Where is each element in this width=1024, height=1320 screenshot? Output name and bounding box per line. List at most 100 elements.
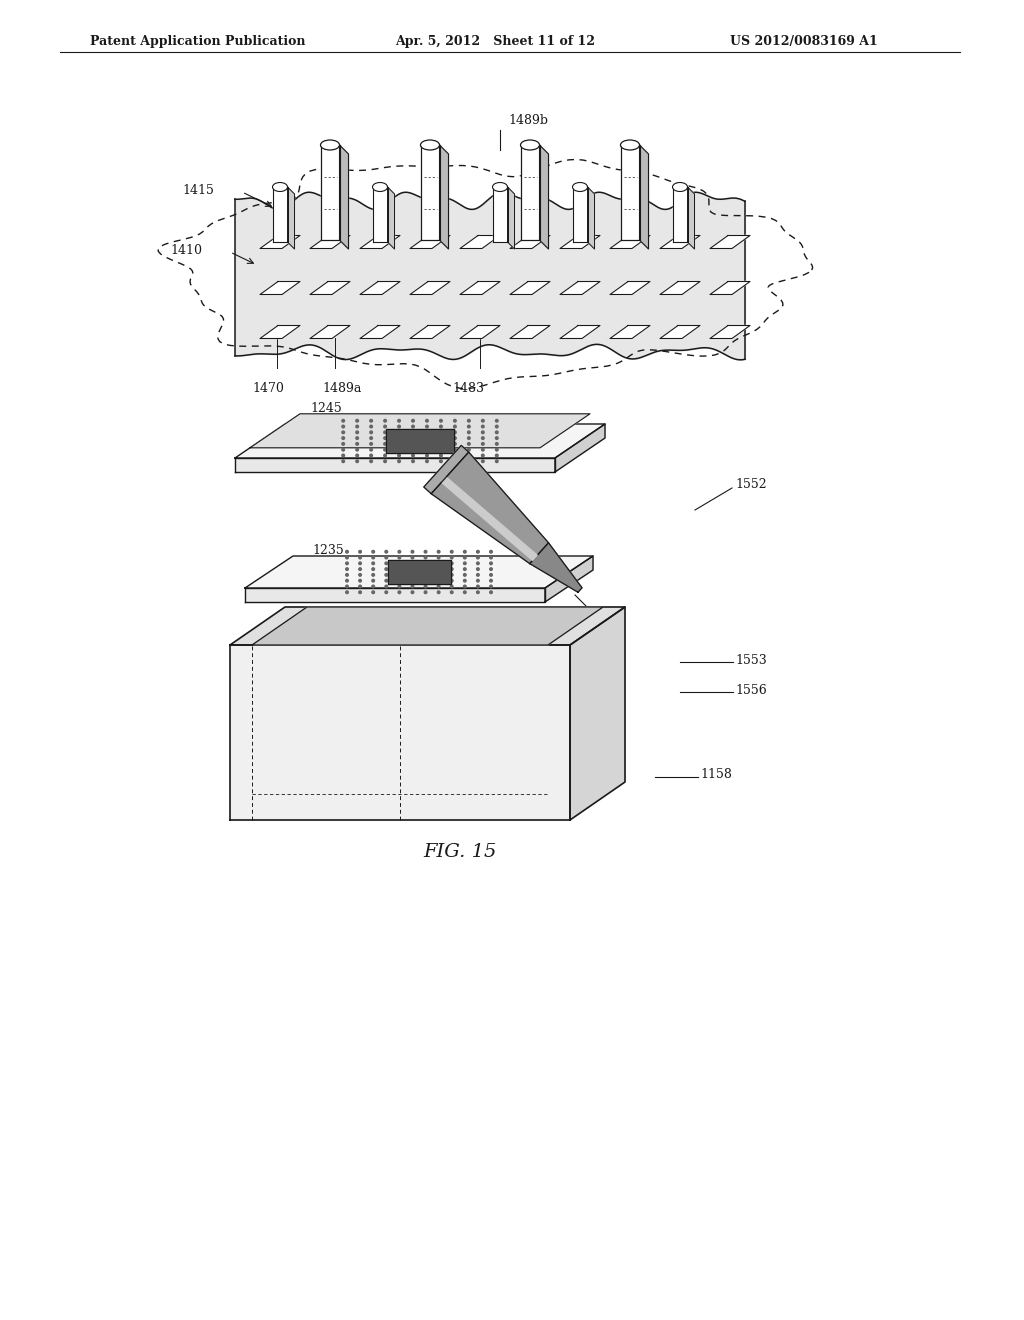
Circle shape [424, 550, 427, 553]
Polygon shape [260, 235, 300, 248]
Circle shape [464, 579, 466, 582]
Circle shape [454, 442, 457, 445]
Circle shape [481, 459, 484, 462]
Polygon shape [460, 281, 500, 294]
Polygon shape [460, 326, 500, 338]
Circle shape [370, 454, 373, 457]
Circle shape [424, 579, 427, 582]
Circle shape [385, 591, 387, 594]
Circle shape [439, 420, 442, 422]
Circle shape [451, 574, 453, 577]
Circle shape [385, 556, 387, 558]
Polygon shape [245, 556, 593, 587]
Circle shape [476, 550, 479, 553]
Circle shape [358, 568, 361, 570]
Circle shape [372, 591, 375, 594]
Circle shape [481, 437, 484, 440]
Circle shape [358, 585, 361, 587]
Circle shape [385, 585, 387, 587]
Circle shape [426, 442, 428, 445]
Circle shape [370, 442, 373, 445]
Circle shape [342, 437, 344, 440]
Circle shape [496, 454, 498, 457]
Ellipse shape [272, 182, 288, 191]
Circle shape [397, 442, 400, 445]
Polygon shape [560, 326, 600, 338]
Circle shape [384, 425, 386, 428]
Circle shape [412, 437, 415, 440]
Circle shape [464, 568, 466, 570]
Polygon shape [555, 424, 605, 473]
Text: FIG. 15: FIG. 15 [423, 843, 497, 861]
Polygon shape [673, 187, 687, 242]
Circle shape [496, 449, 498, 451]
Circle shape [356, 437, 358, 440]
Text: 1553: 1553 [735, 653, 767, 667]
Circle shape [437, 591, 440, 594]
Circle shape [412, 550, 414, 553]
Circle shape [451, 568, 453, 570]
Circle shape [451, 550, 453, 553]
Circle shape [346, 574, 348, 577]
Polygon shape [493, 187, 508, 242]
Circle shape [481, 454, 484, 457]
Circle shape [370, 420, 373, 422]
Circle shape [439, 442, 442, 445]
Circle shape [412, 556, 414, 558]
Circle shape [481, 432, 484, 434]
Text: Patent Application Publication: Patent Application Publication [90, 36, 305, 48]
Text: 1483: 1483 [452, 381, 484, 395]
Circle shape [426, 449, 428, 451]
Circle shape [398, 562, 400, 565]
Polygon shape [660, 281, 700, 294]
Polygon shape [510, 281, 550, 294]
Circle shape [439, 459, 442, 462]
Polygon shape [252, 607, 603, 645]
Circle shape [437, 562, 440, 565]
Circle shape [372, 556, 375, 558]
Polygon shape [660, 326, 700, 338]
Circle shape [489, 556, 493, 558]
Text: FIG. 14: FIG. 14 [454, 426, 526, 444]
Circle shape [439, 437, 442, 440]
Circle shape [426, 425, 428, 428]
Polygon shape [410, 326, 450, 338]
Circle shape [451, 591, 453, 594]
Circle shape [464, 562, 466, 565]
Circle shape [412, 562, 414, 565]
Circle shape [372, 585, 375, 587]
Circle shape [489, 591, 493, 594]
Circle shape [385, 579, 387, 582]
Polygon shape [386, 429, 454, 453]
Circle shape [454, 437, 457, 440]
Circle shape [398, 585, 400, 587]
Circle shape [346, 550, 348, 553]
Circle shape [384, 432, 386, 434]
Circle shape [398, 579, 400, 582]
Circle shape [496, 459, 498, 462]
Circle shape [385, 562, 387, 565]
Polygon shape [540, 145, 549, 249]
Circle shape [476, 579, 479, 582]
Polygon shape [610, 235, 650, 248]
Text: 1556: 1556 [735, 684, 767, 697]
Polygon shape [687, 187, 694, 249]
Polygon shape [234, 458, 555, 473]
Polygon shape [508, 187, 514, 249]
Circle shape [468, 437, 470, 440]
Circle shape [464, 591, 466, 594]
Circle shape [426, 432, 428, 434]
Circle shape [384, 437, 386, 440]
Circle shape [346, 591, 348, 594]
Circle shape [439, 454, 442, 457]
Circle shape [356, 459, 358, 462]
Polygon shape [570, 607, 625, 820]
Circle shape [412, 585, 414, 587]
Circle shape [342, 442, 344, 445]
Text: 1415: 1415 [182, 183, 214, 197]
Text: 1235: 1235 [312, 544, 391, 582]
Circle shape [454, 449, 457, 451]
Polygon shape [310, 281, 350, 294]
Circle shape [358, 574, 361, 577]
Polygon shape [529, 543, 582, 593]
